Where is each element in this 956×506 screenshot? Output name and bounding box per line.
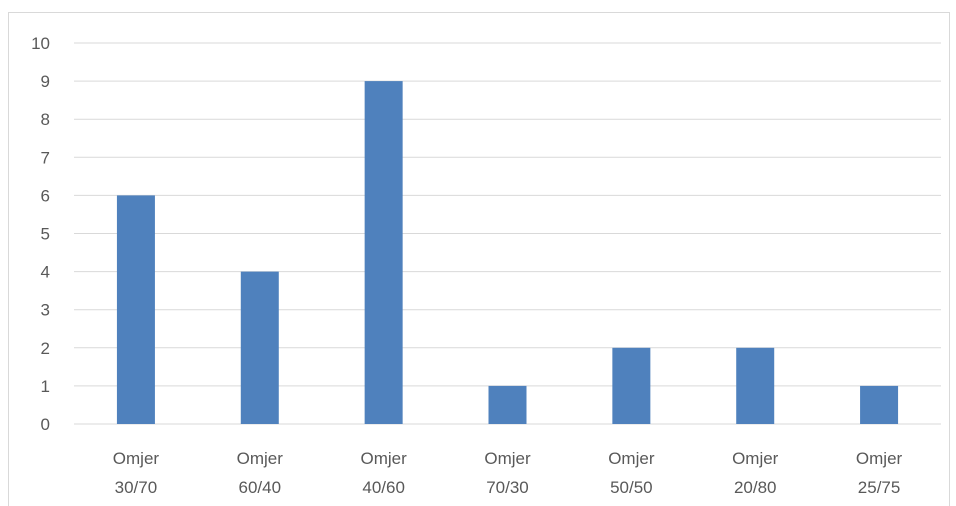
x-tick-label: Omjer <box>484 449 531 468</box>
x-tick-label: 60/40 <box>239 478 282 497</box>
x-tick-label: Omjer <box>732 449 779 468</box>
x-tick-label: Omjer <box>361 449 408 468</box>
y-tick-label: 5 <box>41 225 50 244</box>
x-tick-label: 70/30 <box>486 478 529 497</box>
bar <box>612 347 651 424</box>
y-tick-label: 9 <box>41 72 50 91</box>
x-tick-label: Omjer <box>608 449 655 468</box>
y-tick-label: 7 <box>41 148 50 167</box>
y-tick-label: 1 <box>41 377 50 396</box>
y-tick-label: 2 <box>41 339 50 358</box>
x-tick-label: 50/50 <box>610 478 653 497</box>
bar <box>364 81 403 424</box>
chart-area <box>8 12 950 506</box>
x-tick-label: Omjer <box>856 449 903 468</box>
x-tick-label: 25/75 <box>858 478 901 497</box>
x-tick-label: Omjer <box>113 449 160 468</box>
bar <box>116 195 155 424</box>
y-tick-label: 0 <box>41 415 50 434</box>
x-tick-label: 20/80 <box>734 478 777 497</box>
y-tick-label: 10 <box>31 34 50 53</box>
y-tick-label: 6 <box>41 186 50 205</box>
bar <box>736 347 775 424</box>
y-tick-label: 4 <box>41 263 50 282</box>
x-tick-label: 30/70 <box>115 478 158 497</box>
x-tick-label: 40/60 <box>362 478 405 497</box>
bar <box>240 271 279 424</box>
y-tick-label: 8 <box>41 110 50 129</box>
bar <box>488 385 527 424</box>
bar <box>860 385 899 424</box>
x-tick-label: Omjer <box>237 449 284 468</box>
y-tick-label: 3 <box>41 301 50 320</box>
